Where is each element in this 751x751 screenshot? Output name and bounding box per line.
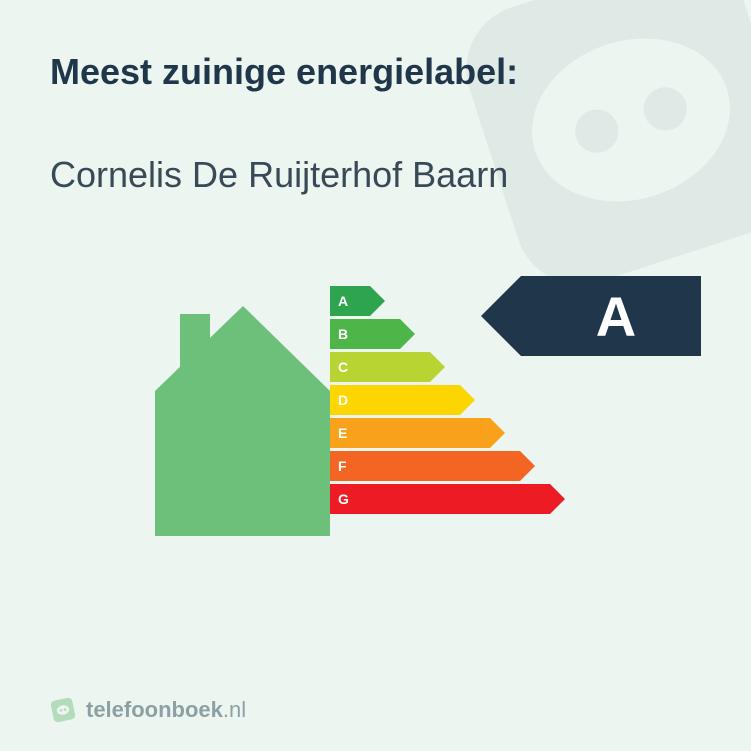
rating-badge: A: [521, 276, 701, 356]
energy-bar-b: B: [330, 319, 400, 349]
energy-bar-row: E: [330, 418, 550, 448]
footer: telefoonboek.nl: [50, 697, 246, 723]
bar-arrow-icon: [550, 484, 565, 514]
footer-logo-icon: [50, 697, 76, 723]
energy-bar-a: A: [330, 286, 370, 316]
rating-badge-letter: A: [596, 284, 636, 349]
badge-arrow-icon: [481, 276, 521, 356]
energy-bar-row: F: [330, 451, 550, 481]
bar-arrow-icon: [370, 286, 385, 316]
house-icon: [155, 296, 330, 536]
energy-bar-g: G: [330, 484, 550, 514]
bar-arrow-icon: [400, 319, 415, 349]
energy-bar-c: C: [330, 352, 430, 382]
energy-bar-row: G: [330, 484, 550, 514]
footer-brand-bold: telefoonboek: [86, 697, 223, 722]
footer-brand-tld: .nl: [223, 697, 246, 722]
energy-bar-row: D: [330, 385, 550, 415]
energy-card: Meest zuinige energielabel: Cornelis De …: [0, 0, 751, 751]
bar-arrow-icon: [460, 385, 475, 415]
energy-bar-f: F: [330, 451, 520, 481]
energy-bar-row: C: [330, 352, 550, 382]
bar-arrow-icon: [490, 418, 505, 448]
footer-brand: telefoonboek.nl: [86, 697, 246, 723]
bar-arrow-icon: [430, 352, 445, 382]
bar-arrow-icon: [520, 451, 535, 481]
energy-chart: ABCDEFG A: [50, 276, 701, 576]
energy-bar-d: D: [330, 385, 460, 415]
energy-bar-e: E: [330, 418, 490, 448]
